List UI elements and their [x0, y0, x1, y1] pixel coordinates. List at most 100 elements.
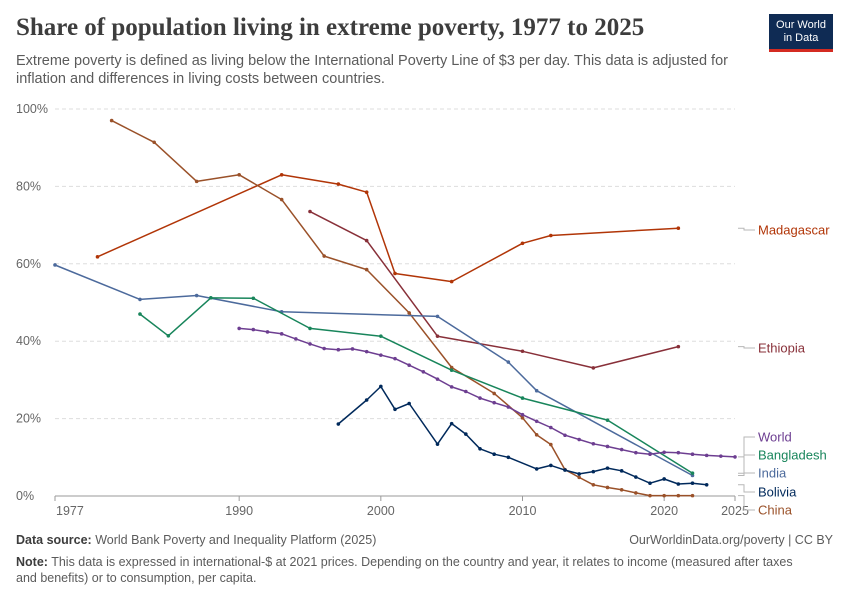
data-point-india — [194, 293, 199, 298]
data-point-india — [506, 360, 511, 364]
data-point-bolivia — [549, 463, 553, 468]
data-point-world — [435, 377, 440, 381]
label-connector — [738, 472, 755, 476]
data-point-world — [492, 400, 496, 405]
data-point-world — [407, 363, 411, 367]
series-label-bangladesh: Bangladesh — [758, 448, 827, 463]
data-point-world — [464, 389, 468, 394]
label-connector — [738, 454, 755, 474]
data-point-bolivia — [464, 432, 468, 436]
data-point-china — [194, 179, 199, 184]
data-point-world — [648, 452, 652, 457]
data-point-ethiopia — [591, 366, 596, 370]
data-point-china — [152, 140, 156, 145]
data-point-madagascar — [364, 190, 369, 195]
series-label-china: China — [758, 503, 793, 518]
data-point-bolivia — [662, 477, 666, 481]
data-point-madagascar — [549, 233, 553, 238]
series-line-bolivia — [337, 385, 707, 486]
data-point-world — [421, 369, 426, 374]
note-text: This data is expressed in international-… — [16, 555, 793, 585]
x-tick-label: 2025 — [721, 504, 749, 518]
data-point-bolivia — [577, 472, 581, 476]
series-line-madagascar — [97, 174, 679, 283]
credit-link[interactable]: OurWorldinData.org/poverty | CC BY — [629, 533, 833, 547]
data-point-world — [662, 450, 666, 455]
y-tick-label: 60% — [16, 257, 41, 271]
data-point-china — [549, 442, 553, 447]
data-point-bangladesh — [605, 418, 610, 422]
series-label-india: India — [758, 466, 787, 481]
data-point-bangladesh — [308, 326, 312, 331]
data-point-bolivia — [379, 384, 383, 389]
series-line-world — [239, 327, 736, 458]
data-point-world — [619, 447, 624, 452]
data-point-bolivia — [336, 422, 341, 426]
data-point-bolivia — [364, 398, 369, 402]
chart-note: Note: This data is expressed in internat… — [16, 554, 816, 586]
data-point-world — [322, 346, 326, 351]
data-point-madagascar — [336, 182, 341, 186]
data-point-world — [478, 396, 482, 400]
series-line-ethiopia — [309, 210, 679, 369]
label-connector — [738, 495, 755, 511]
x-tick-label: 2010 — [509, 504, 537, 518]
data-point-china — [534, 433, 539, 437]
logo-line-2: in Data — [783, 32, 819, 44]
data-point-china — [322, 254, 326, 258]
data-point-world — [733, 455, 737, 459]
data-point-ethiopia — [435, 334, 440, 338]
y-tick-label: 20% — [16, 412, 41, 426]
data-point-ethiopia — [308, 209, 312, 214]
data-point-bolivia — [478, 446, 482, 451]
y-tick-label: 100% — [16, 102, 48, 116]
data-point-china — [492, 391, 496, 396]
series-line-india — [54, 264, 693, 477]
data-point-world — [634, 450, 638, 455]
data-point-world — [719, 454, 723, 458]
label-connector — [738, 436, 755, 458]
data-point-world — [308, 342, 312, 346]
data-point-bangladesh — [138, 312, 142, 316]
data-point-bolivia — [407, 401, 411, 406]
data-point-china — [662, 493, 666, 498]
data-point-india — [138, 297, 142, 302]
data-point-bangladesh — [449, 368, 454, 373]
series-label-ethiopia: Ethiopia — [758, 341, 806, 356]
data-point-world — [251, 327, 256, 332]
data-point-india — [534, 388, 539, 393]
data-point-bangladesh — [209, 296, 213, 300]
data-point-madagascar — [393, 271, 397, 276]
data-point-bangladesh — [520, 396, 525, 400]
data-point-world — [265, 330, 270, 334]
data-point-world — [393, 356, 397, 361]
data-point-china — [279, 197, 284, 202]
owid-logo[interactable]: Our World in Data — [769, 14, 833, 52]
data-point-china — [648, 493, 652, 498]
data-source: Data source: World Bank Poverty and Ineq… — [16, 533, 376, 547]
x-tick-label: 1977 — [56, 504, 84, 518]
data-point-world — [237, 326, 241, 331]
data-point-bolivia — [506, 455, 511, 460]
data-point-world — [676, 450, 681, 455]
data-point-bolivia — [591, 469, 596, 474]
data-point-bolivia — [634, 475, 638, 479]
data-point-china — [591, 482, 596, 487]
data-point-bolivia — [563, 468, 567, 472]
y-tick-label: 80% — [16, 179, 41, 193]
data-point-world — [350, 347, 355, 351]
data-point-india — [53, 263, 57, 267]
data-point-bolivia — [676, 482, 681, 486]
x-tick-label: 2000 — [367, 504, 395, 518]
y-tick-label: 0% — [16, 489, 34, 503]
data-point-world — [294, 337, 298, 341]
y-tick-label: 40% — [16, 334, 41, 348]
data-point-bolivia — [704, 482, 709, 487]
label-connector — [738, 227, 755, 231]
data-point-china — [634, 491, 638, 495]
data-source-text[interactable]: World Bank Poverty and Inequality Platfo… — [95, 533, 377, 547]
data-point-bangladesh — [379, 334, 383, 338]
data-point-bangladesh — [251, 296, 256, 301]
data-point-ethiopia — [676, 344, 681, 349]
x-tick-label: 2020 — [650, 504, 678, 518]
